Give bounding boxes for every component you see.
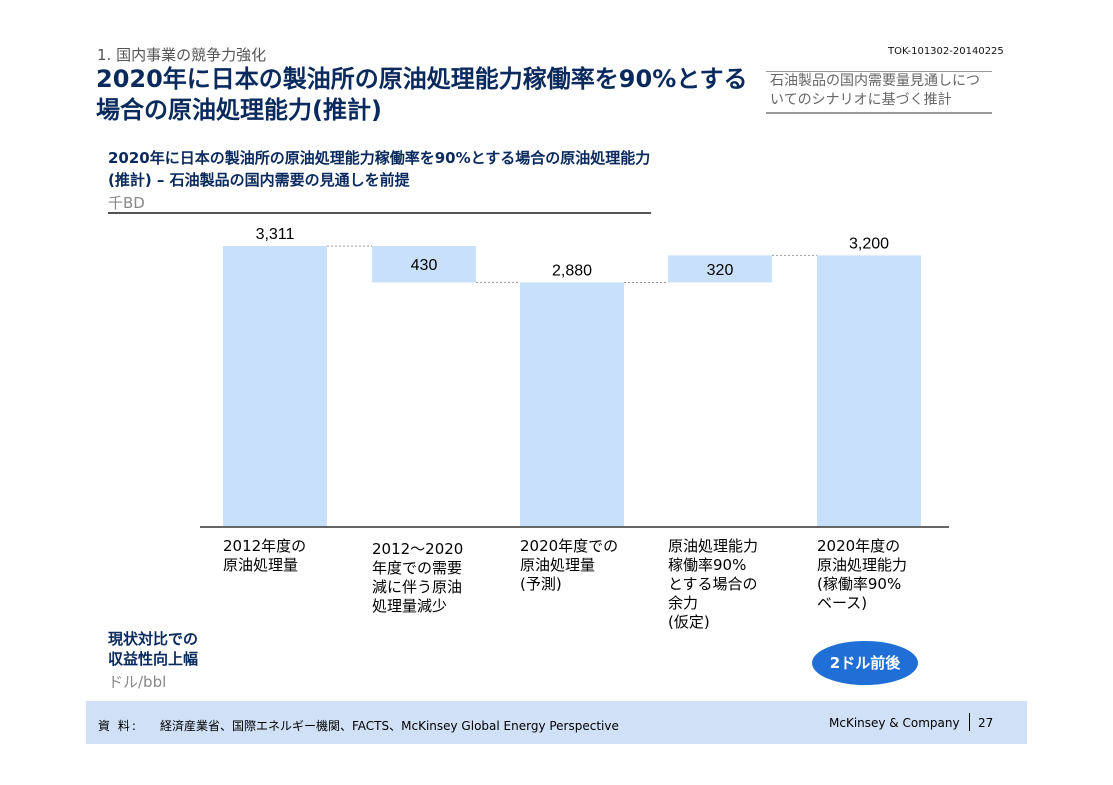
category-label-line: ベース) bbox=[817, 594, 868, 612]
category-label-line: 年度での需要 bbox=[372, 559, 463, 577]
category-label-line: 余力 bbox=[668, 594, 699, 612]
data-label-1: 3,311 bbox=[256, 226, 295, 243]
category-label-line: 原油処理量 bbox=[520, 556, 596, 574]
bar-4 bbox=[668, 255, 772, 283]
company-name: McKinsey & Company bbox=[829, 716, 960, 730]
category-label-line: 処理量減少 bbox=[372, 597, 448, 615]
data-label-2: 430 bbox=[411, 257, 438, 274]
footer-bar bbox=[86, 701, 1027, 744]
category-label-2: 2012～2020 年度での需要 減に伴う原油 処理量減少 bbox=[372, 540, 502, 616]
category-label-line: (予測) bbox=[520, 575, 562, 593]
chart-unit: 千BD bbox=[108, 194, 145, 212]
profit-unit: ドル/bbl bbox=[108, 673, 167, 691]
data-label-3: 2,880 bbox=[552, 262, 592, 279]
category-label-line: 原油処理能力 bbox=[668, 537, 759, 555]
category-label-line: (仮定) bbox=[668, 613, 710, 631]
category-label-line: 2020年度の bbox=[817, 537, 901, 555]
bar-5 bbox=[817, 255, 921, 526]
category-label-line: 2012年度の bbox=[223, 537, 307, 555]
bar-2 bbox=[372, 246, 476, 283]
source-label: 資 料: bbox=[98, 719, 138, 733]
category-label-1: 2012年度の 原油処理量 bbox=[223, 537, 353, 575]
category-label-4: 原油処理能力 稼働率90% とする場合の 余力 (仮定) bbox=[668, 537, 798, 632]
bar-3 bbox=[520, 282, 624, 526]
section-label: 1. 国内事業の競争力強化 bbox=[97, 46, 267, 64]
profit-title-line1: 現状対比での bbox=[108, 630, 199, 648]
category-label-line: とする場合の bbox=[668, 575, 758, 593]
chart-title: 2020年に日本の製油所の原油処理能力稼働率を90%とする場合の原油処理能力 (… bbox=[108, 149, 651, 189]
category-label-line: 原油処理能力 bbox=[817, 556, 908, 574]
source-text: 経済産業省、国際エネルギー機関、FACTS、McKinsey Global En… bbox=[160, 719, 619, 733]
page-title: 2020年に日本の製油所の原油処理能力稼働率を90%とする場合の原油処理能力(推… bbox=[96, 65, 748, 124]
profit-badge: 2ドル前後 bbox=[812, 641, 918, 685]
profit-title: 現状対比での 収益性向上幅 bbox=[108, 629, 198, 669]
category-label-line: 稼働率90% bbox=[668, 556, 747, 574]
document-code: TOK-101302-20140225 bbox=[888, 46, 1004, 57]
category-label-line: 減に伴う原油 bbox=[372, 578, 463, 596]
data-label-4: 320 bbox=[707, 262, 734, 279]
title-divider bbox=[108, 212, 651, 214]
category-label-line: (稼働率90% bbox=[817, 575, 902, 593]
page-number: 27 bbox=[978, 716, 994, 730]
page-separator bbox=[969, 713, 970, 731]
category-label-line: 2012～2020 bbox=[372, 540, 464, 558]
category-label-5: 2020年度の 原油処理能力 (稼働率90% ベース) bbox=[817, 537, 947, 613]
profit-title-line2: 収益性向上幅 bbox=[108, 650, 199, 668]
category-label-line: 原油処理量 bbox=[223, 556, 299, 574]
scenario-note: 石油製品の国内需要量見通しについてのシナリオに基づく推計 bbox=[766, 71, 992, 114]
bar-1 bbox=[223, 246, 327, 526]
category-label-line: 2020年度での bbox=[520, 537, 619, 555]
category-label-3: 2020年度での 原油処理量 (予測) bbox=[520, 537, 650, 594]
data-label-5: 3,200 bbox=[849, 235, 889, 252]
